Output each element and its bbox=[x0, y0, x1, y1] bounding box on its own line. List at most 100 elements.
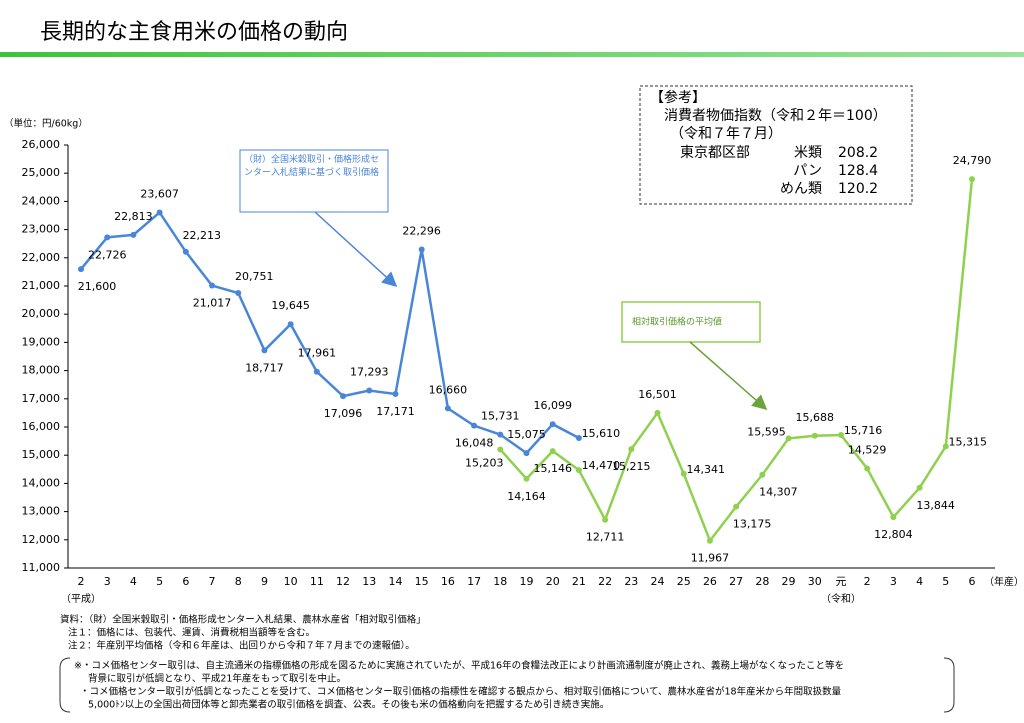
reference-line: （令和７年７月） bbox=[670, 126, 782, 142]
data-point bbox=[785, 435, 792, 442]
y-tick-label: 16,000 bbox=[22, 420, 61, 433]
data-point bbox=[733, 503, 740, 510]
x-tick-label: 4 bbox=[130, 575, 137, 588]
data-point bbox=[497, 431, 504, 438]
x-tick-label: 4 bbox=[916, 575, 923, 588]
data-point bbox=[235, 290, 242, 297]
data-point bbox=[811, 432, 818, 439]
data-label: 17,293 bbox=[350, 366, 389, 379]
data-label: 18,717 bbox=[245, 361, 284, 374]
source: 資料：（財）全国米穀取引・価格形成センター入札結果、農林水産省「相対取引価格」 bbox=[60, 614, 426, 626]
data-point bbox=[602, 516, 609, 523]
data-point bbox=[523, 450, 530, 457]
y-tick-label: 26,000 bbox=[22, 138, 61, 151]
x-tick-label: 19 bbox=[520, 575, 534, 588]
y-tick-label: 12,000 bbox=[22, 533, 61, 546]
legend-arrow bbox=[689, 341, 768, 410]
x-tick-label: 23 bbox=[624, 575, 638, 588]
data-point bbox=[78, 266, 84, 273]
data-point bbox=[628, 446, 635, 453]
x-tick-label: 5 bbox=[942, 575, 949, 588]
data-label: 14,307 bbox=[759, 486, 798, 499]
x-tick-label: 24 bbox=[651, 575, 665, 588]
reference-item: めん類 bbox=[780, 181, 822, 197]
data-label: 15,075 bbox=[507, 428, 546, 441]
x-tick-label: 15 bbox=[415, 575, 429, 588]
legend-box bbox=[239, 149, 389, 213]
data-point bbox=[497, 446, 504, 453]
title-rule bbox=[0, 52, 1024, 57]
x-tick-label: 10 bbox=[284, 575, 298, 588]
data-label: 17,096 bbox=[324, 407, 363, 420]
data-label: 13,844 bbox=[916, 499, 955, 512]
data-label: 16,660 bbox=[429, 383, 468, 396]
data-label: 15,595 bbox=[747, 425, 786, 438]
data-point bbox=[418, 246, 425, 253]
series-line bbox=[499, 178, 974, 544]
data-point bbox=[916, 484, 923, 491]
x-unit: （年産） bbox=[984, 575, 1024, 588]
x-tick-label: 18 bbox=[493, 575, 507, 588]
data-point bbox=[942, 443, 949, 450]
reference-title: 【参考】 bbox=[650, 89, 706, 106]
note: 5,000ﾄﾝ以上の全国出荷団体等と卸売業者の取引価格を調査、公表。その後も米の… bbox=[88, 699, 609, 711]
data-label: 16,048 bbox=[455, 437, 494, 450]
legend-fo: （財）全国米穀取引・価格形成センター入札結果に基づく取引価格 bbox=[244, 155, 379, 178]
x-tick-label: 5 bbox=[156, 575, 163, 588]
x-tick-label: 29 bbox=[782, 575, 796, 588]
data-point bbox=[523, 475, 530, 482]
data-point bbox=[471, 422, 478, 429]
y-tick-label: 18,000 bbox=[22, 364, 61, 377]
data-point bbox=[575, 434, 582, 441]
data-point bbox=[261, 347, 268, 354]
x-tick-label: 8 bbox=[235, 575, 242, 588]
data-label: 15,146 bbox=[533, 462, 572, 475]
data-label: 14,164 bbox=[507, 490, 546, 503]
x-tick-label: 17 bbox=[467, 575, 481, 588]
data-point bbox=[969, 176, 975, 183]
data-label: 15,215 bbox=[612, 460, 651, 473]
data-point bbox=[209, 282, 216, 289]
data-point bbox=[444, 405, 451, 412]
data-label: 17,171 bbox=[376, 405, 415, 418]
data-label: 22,726 bbox=[88, 248, 127, 261]
x-tick-label: 12 bbox=[336, 575, 350, 588]
data-point bbox=[287, 321, 294, 328]
x-tick-label: 7 bbox=[209, 575, 216, 588]
data-point bbox=[366, 387, 373, 394]
data-point bbox=[313, 368, 320, 375]
data-point bbox=[654, 409, 661, 416]
data-label: 24,790 bbox=[953, 154, 992, 167]
x-tick-label: 元 bbox=[835, 575, 846, 588]
y-tick-label: 14,000 bbox=[22, 476, 61, 489]
data-label: 19,645 bbox=[271, 299, 310, 312]
x-tick-label: 28 bbox=[755, 575, 769, 588]
source: 注２：年産別平均価格（令和６年産は、出回りから令和７年７月までの速報値）。 bbox=[68, 640, 415, 652]
note: ※・コメ価格センター取引は、自主流通米の指標価格の形成を図るために実施されていた… bbox=[74, 660, 844, 672]
y-tick-label: 17,000 bbox=[22, 392, 61, 405]
data-label: 23,607 bbox=[140, 187, 179, 200]
x-tick-label: 22 bbox=[598, 575, 612, 588]
data-label: 15,315 bbox=[949, 435, 988, 448]
data-label: 15,203 bbox=[465, 456, 504, 469]
x-tick-label: 9 bbox=[261, 575, 268, 588]
data-point bbox=[156, 209, 163, 216]
data-point bbox=[392, 390, 399, 397]
x-tick-label: 3 bbox=[104, 575, 111, 588]
x-tick-label: 11 bbox=[310, 575, 324, 588]
data-point bbox=[104, 234, 111, 241]
x-tick-label: 27 bbox=[729, 575, 743, 588]
data-point bbox=[130, 231, 137, 238]
y-tick-label: 15,000 bbox=[22, 448, 61, 461]
x-tick-label: 16 bbox=[441, 575, 455, 588]
x-tick-label: 6 bbox=[182, 575, 189, 588]
era-label: （令和） bbox=[821, 592, 861, 605]
x-tick-label: 26 bbox=[703, 575, 717, 588]
data-label: 16,501 bbox=[638, 388, 677, 401]
reference-box bbox=[639, 85, 913, 205]
data-point bbox=[890, 514, 897, 521]
data-label: 17,961 bbox=[298, 347, 337, 360]
data-label: 15,716 bbox=[844, 424, 883, 437]
reference-line: 消費者物価指数（令和２年＝100） bbox=[664, 108, 887, 124]
